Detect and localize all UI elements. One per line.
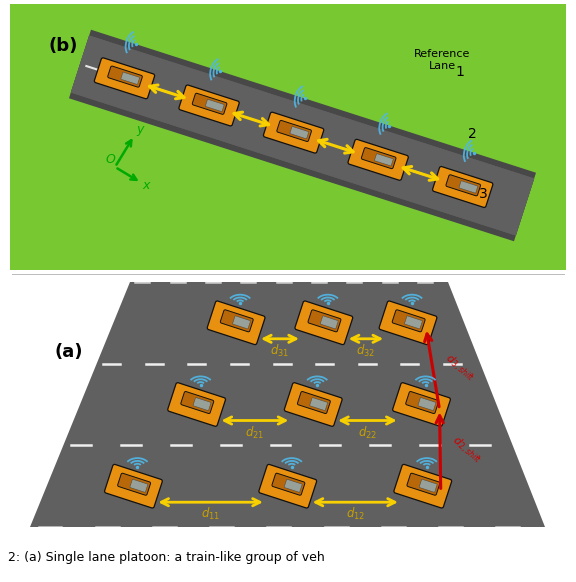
Text: $d_{22}$: $d_{22}$	[358, 424, 377, 441]
FancyBboxPatch shape	[394, 464, 452, 508]
Text: (a): (a)	[55, 343, 84, 361]
FancyBboxPatch shape	[418, 398, 436, 410]
FancyBboxPatch shape	[233, 316, 251, 329]
FancyBboxPatch shape	[118, 473, 150, 495]
FancyBboxPatch shape	[277, 120, 312, 141]
Polygon shape	[69, 30, 536, 242]
FancyBboxPatch shape	[404, 316, 422, 329]
FancyBboxPatch shape	[310, 398, 328, 410]
Polygon shape	[18, 7, 562, 267]
FancyBboxPatch shape	[297, 392, 331, 414]
Polygon shape	[71, 36, 534, 236]
FancyBboxPatch shape	[179, 85, 239, 126]
FancyBboxPatch shape	[206, 100, 224, 112]
FancyBboxPatch shape	[308, 310, 341, 332]
FancyBboxPatch shape	[295, 301, 353, 345]
FancyBboxPatch shape	[379, 301, 437, 345]
FancyBboxPatch shape	[168, 383, 226, 427]
FancyBboxPatch shape	[433, 166, 493, 207]
Text: $d_{32}$: $d_{32}$	[357, 343, 376, 359]
Polygon shape	[30, 282, 545, 527]
Bar	[0, 537, 576, 582]
FancyBboxPatch shape	[263, 112, 324, 153]
Text: y: y	[137, 122, 143, 136]
FancyBboxPatch shape	[272, 473, 305, 495]
Text: 2: 2	[468, 127, 477, 141]
Text: Reference
Lane: Reference Lane	[414, 49, 470, 70]
Text: 2: (a) Single lane platoon: a train-like group of veh: 2: (a) Single lane platoon: a train-like…	[8, 551, 325, 563]
Text: $d_{12}$: $d_{12}$	[346, 506, 365, 522]
FancyBboxPatch shape	[94, 58, 155, 99]
Polygon shape	[10, 4, 566, 270]
FancyBboxPatch shape	[108, 66, 142, 87]
FancyBboxPatch shape	[285, 383, 342, 427]
FancyBboxPatch shape	[130, 479, 148, 492]
FancyBboxPatch shape	[446, 175, 480, 196]
Text: $d_{11}$: $d_{11}$	[201, 506, 220, 522]
FancyBboxPatch shape	[207, 301, 265, 345]
Text: $d_{31}$: $d_{31}$	[270, 343, 290, 359]
FancyBboxPatch shape	[407, 473, 440, 495]
FancyBboxPatch shape	[320, 316, 338, 329]
Text: O: O	[106, 153, 116, 166]
FancyBboxPatch shape	[393, 383, 450, 427]
FancyBboxPatch shape	[374, 154, 393, 166]
FancyBboxPatch shape	[459, 181, 478, 193]
FancyBboxPatch shape	[348, 139, 408, 180]
FancyBboxPatch shape	[193, 398, 211, 410]
Text: 1: 1	[455, 65, 464, 79]
FancyBboxPatch shape	[406, 392, 439, 414]
FancyBboxPatch shape	[105, 464, 162, 508]
Polygon shape	[71, 36, 534, 236]
FancyBboxPatch shape	[121, 72, 139, 84]
FancyBboxPatch shape	[192, 93, 227, 114]
FancyBboxPatch shape	[220, 310, 253, 332]
FancyBboxPatch shape	[259, 464, 317, 508]
Text: $d_{2,shift}$: $d_{2,shift}$	[448, 433, 485, 467]
FancyBboxPatch shape	[284, 479, 302, 492]
Polygon shape	[71, 36, 534, 236]
FancyBboxPatch shape	[392, 310, 425, 332]
Polygon shape	[10, 4, 566, 270]
FancyBboxPatch shape	[419, 479, 437, 492]
FancyBboxPatch shape	[181, 392, 214, 414]
Text: (b): (b)	[48, 37, 77, 55]
FancyBboxPatch shape	[290, 126, 309, 139]
Text: $d_{21}$: $d_{21}$	[245, 424, 264, 441]
FancyBboxPatch shape	[361, 148, 396, 169]
Text: x: x	[142, 179, 150, 191]
Text: $d_{3,shift}$: $d_{3,shift}$	[441, 352, 478, 386]
Text: 3: 3	[479, 187, 488, 201]
